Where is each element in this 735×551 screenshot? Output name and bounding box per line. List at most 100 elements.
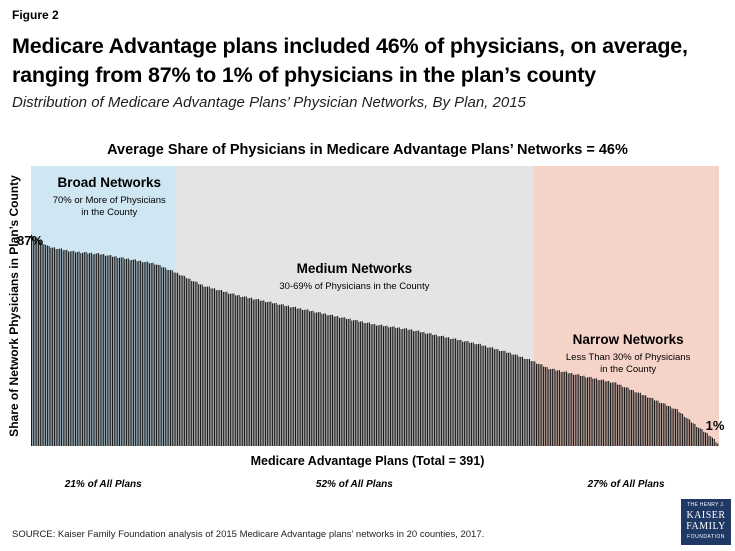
plan-bar [363, 323, 365, 446]
plan-bar [574, 374, 576, 446]
plan-bar [185, 278, 187, 446]
plan-bar [488, 347, 490, 446]
plan-bar [78, 251, 80, 446]
plan-bar [710, 436, 712, 446]
plan-bar [507, 352, 509, 446]
plan-bar [419, 332, 421, 446]
plan-bar [166, 269, 168, 446]
plan-bar [590, 376, 592, 446]
plan-bar [541, 364, 543, 446]
plan-bar [305, 309, 307, 446]
plan-bar [247, 298, 249, 446]
figure-label: Figure 2 [12, 8, 59, 22]
plan-bar [152, 262, 154, 446]
plan-bar [655, 400, 657, 446]
plan-bar [386, 325, 388, 446]
plan-bar [646, 397, 648, 446]
plan-bar [365, 322, 367, 446]
plan-bar [426, 333, 428, 446]
plan-bar [601, 379, 603, 446]
plan-bar [323, 313, 325, 446]
plan-bar [602, 379, 604, 446]
plan-bar [41, 241, 43, 446]
plan-bar [361, 321, 363, 446]
plan-bar [536, 363, 538, 446]
plan-bar [201, 284, 203, 446]
plan-bar [433, 334, 436, 446]
y-axis-label-wrap: Share of Network Physicians in Plan’s Co… [4, 168, 24, 444]
plan-bar [398, 327, 400, 446]
plan-bar [36, 237, 38, 446]
broad-networks-description: in the County [81, 207, 137, 218]
plan-bar [226, 291, 228, 446]
plan-bar [184, 275, 186, 446]
plan-bar [257, 298, 260, 446]
plan-bar [85, 251, 87, 446]
plan-bar [370, 324, 372, 446]
plan-bar [499, 351, 501, 446]
plan-bar [648, 397, 650, 446]
plan-bar [206, 286, 209, 446]
plan-bar [71, 251, 73, 446]
plan-bar [80, 253, 82, 446]
kff-logo: THE HENRY J. KAISER FAMILY FOUNDATION [681, 499, 731, 545]
plan-bar [282, 304, 284, 446]
plan-bar [453, 338, 455, 446]
plan-bar [254, 299, 256, 446]
x-axis-label: Medicare Advantage Plans (Total = 391) [250, 454, 485, 468]
plan-bar [504, 350, 506, 446]
plan-bar [615, 382, 617, 446]
plan-bar [310, 311, 312, 446]
broad-networks-title: Broad Networks [57, 175, 161, 190]
plan-bar [217, 290, 219, 446]
plan-bar [180, 275, 182, 446]
plan-bar [437, 336, 439, 446]
plan-bar [657, 400, 659, 446]
plan-bar [444, 337, 446, 446]
plan-bar [294, 306, 297, 446]
plan-bar [242, 296, 244, 446]
plan-bar [375, 325, 377, 446]
plan-bar [495, 349, 497, 446]
plan-bar [208, 286, 210, 446]
plan-bar [90, 252, 92, 446]
plan-bar [337, 316, 339, 446]
plan-bar [354, 320, 356, 446]
plan-bar [446, 337, 448, 446]
plan-bar [256, 299, 258, 446]
plan-bar [52, 247, 54, 446]
plan-bar [576, 374, 578, 446]
plan-bar [701, 429, 703, 446]
max-value-label: 87% [17, 233, 43, 248]
plan-bar [99, 254, 101, 446]
plan-bar [39, 240, 41, 446]
plan-bar [631, 389, 633, 446]
plan-bar [634, 392, 636, 446]
plan-bar [608, 380, 610, 446]
plan-bar [560, 372, 562, 446]
plan-bar [143, 262, 145, 446]
plan-bar [530, 361, 532, 446]
plan-bar [539, 364, 541, 446]
plan-bar [484, 345, 487, 446]
plan-bar [486, 347, 488, 446]
plan-bar [492, 347, 494, 446]
medium-networks-title: Medium Networks [297, 261, 413, 276]
plan-bar [192, 281, 194, 446]
plan-bar [333, 316, 335, 446]
plan-bar [287, 305, 289, 446]
plan-bar [250, 297, 253, 446]
plan-bar [395, 328, 397, 446]
plan-bar [465, 341, 467, 446]
plan-bar [303, 309, 305, 446]
plan-bar [412, 331, 414, 446]
logo-line-4: FOUNDATION [687, 534, 725, 540]
plan-bar [173, 272, 175, 446]
plan-bar [284, 306, 286, 446]
plan-bar [502, 350, 504, 446]
plan-bar [555, 370, 557, 446]
headline: Medicare Advantage plans included 46% of… [12, 34, 688, 87]
plan-bar [148, 263, 150, 446]
plan-bar [32, 236, 34, 446]
plan-bar [194, 281, 196, 446]
